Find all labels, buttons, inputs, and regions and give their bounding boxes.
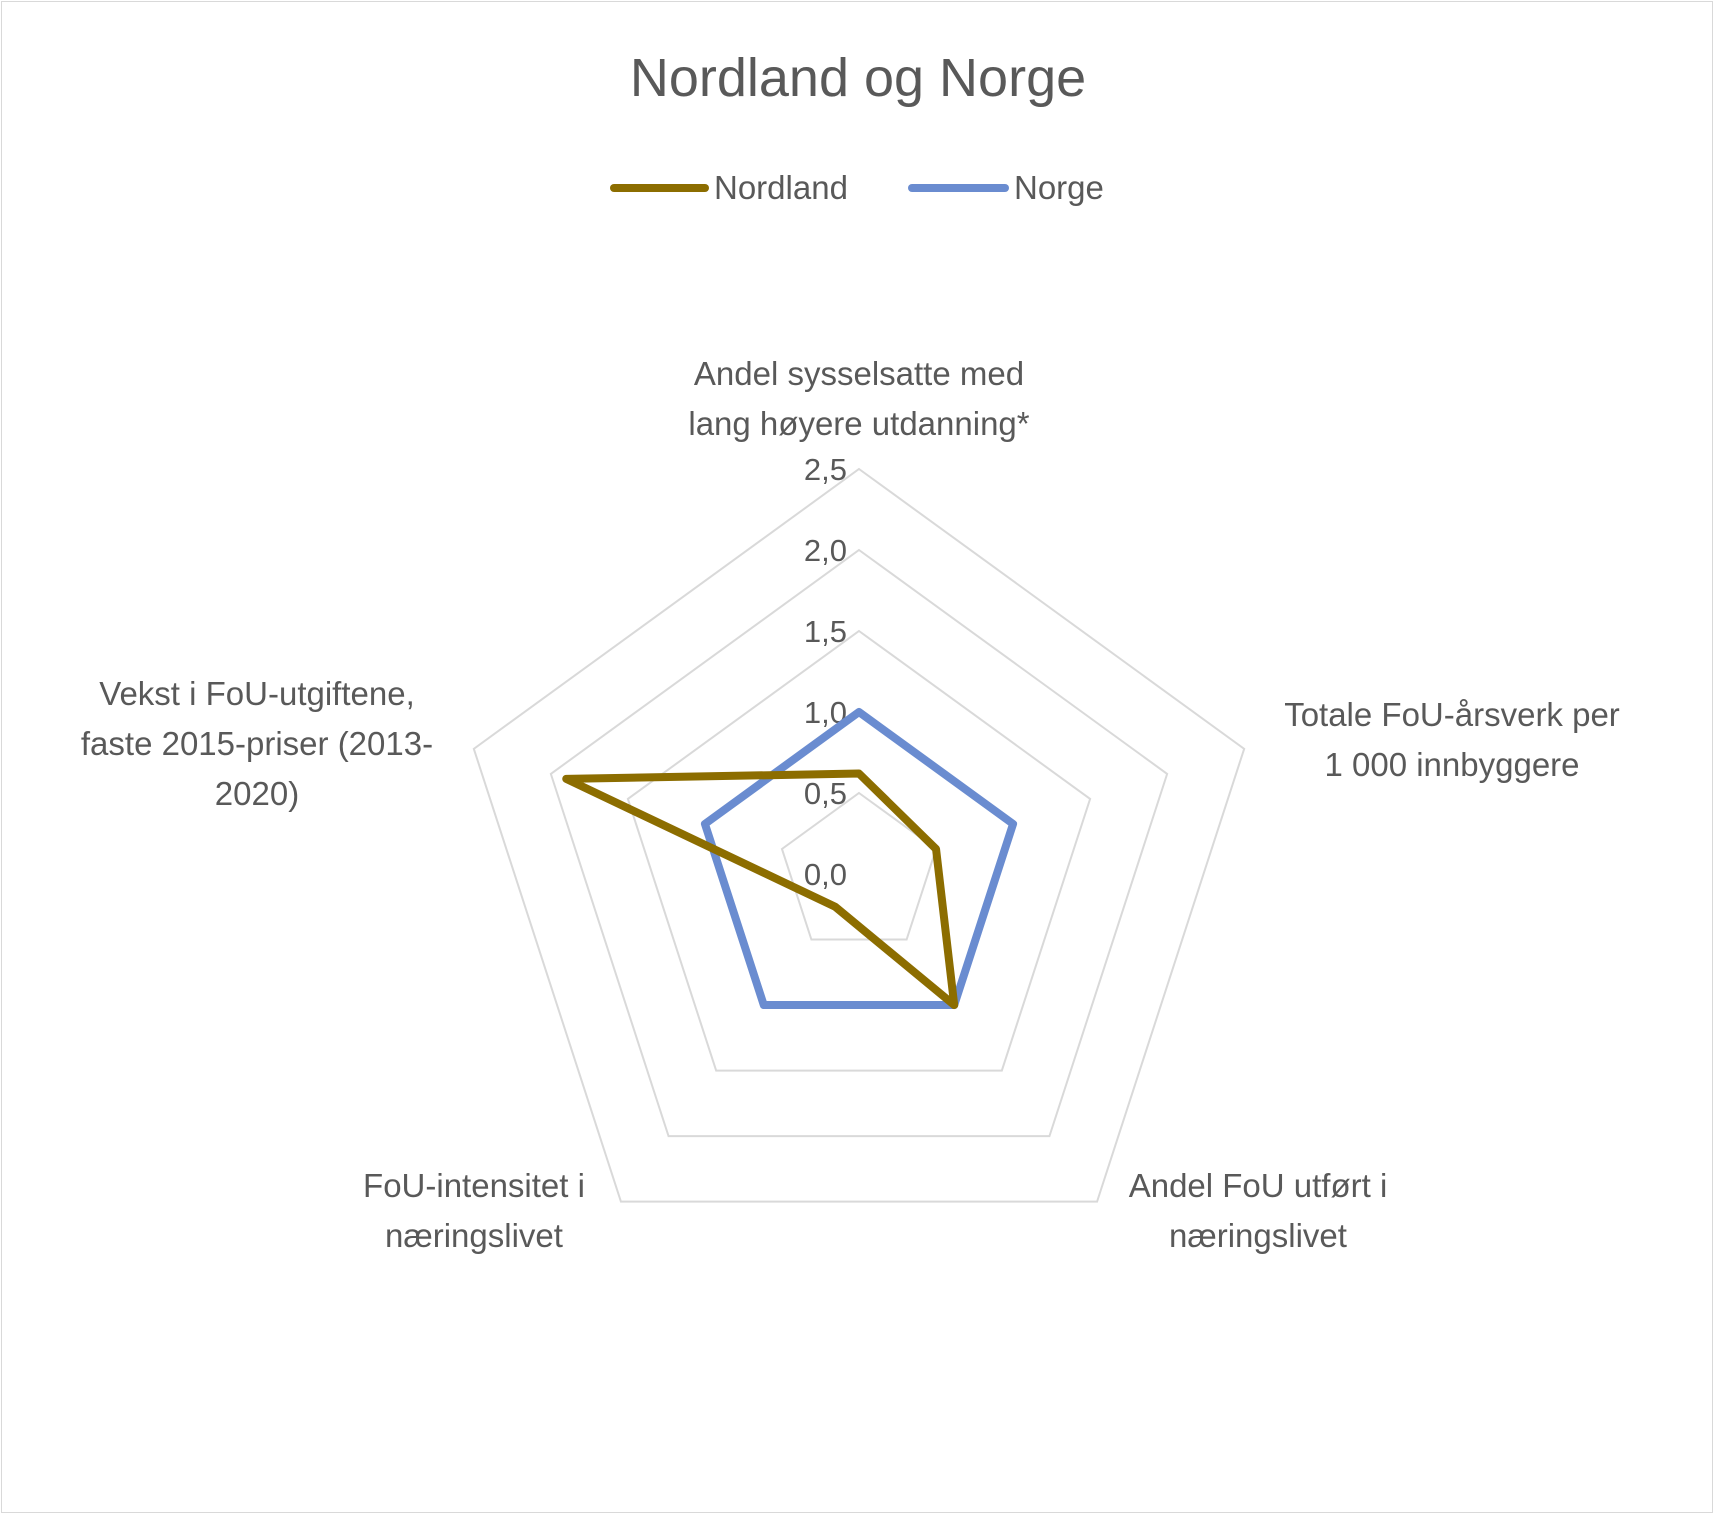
category-label: Totale FoU-årsverk per	[1284, 696, 1620, 733]
category-label: Vekst i FoU-utgiftene,	[99, 675, 414, 712]
legend-label-nordland: Nordland	[714, 169, 848, 206]
chart-title: Nordland og Norge	[630, 48, 1086, 108]
radar-grid	[472, 467, 1246, 1203]
category-label: 2020)	[215, 775, 299, 812]
series-nordland-line	[562, 769, 959, 1010]
category-label: Andel sysselsatte med	[694, 355, 1024, 392]
tick-label: 2,5	[804, 452, 847, 487]
category-label: Andel FoU utført i	[1129, 1167, 1388, 1204]
tick-label: 0,5	[804, 776, 847, 811]
radial-axis-ticks: 0,00,51,01,52,02,5	[804, 452, 847, 892]
category-labels: Andel sysselsatte med lang høyere utdanni…	[81, 355, 1620, 1254]
tick-label: 2,0	[804, 533, 847, 568]
grid-ring-3	[626, 629, 1092, 1072]
category-label: lang høyere utdanning*	[688, 405, 1029, 442]
series-layer	[562, 708, 1018, 1010]
category-label: FoU-intensitet i	[363, 1167, 585, 1204]
legend: Nordland Norge	[610, 169, 1104, 206]
grid-ring-4	[549, 548, 1169, 1138]
category-label: faste 2015-priser (2013-	[81, 725, 433, 762]
grid-ring-5	[472, 467, 1246, 1203]
tick-label: 0,0	[804, 857, 847, 892]
category-label: 1 000 innbyggere	[1324, 746, 1579, 783]
legend-label-norge: Norge	[1014, 169, 1104, 206]
category-label: næringslivet	[1169, 1217, 1347, 1254]
tick-label: 1,5	[804, 614, 847, 649]
category-label: næringslivet	[385, 1217, 563, 1254]
series-norge-line	[700, 708, 1018, 1010]
